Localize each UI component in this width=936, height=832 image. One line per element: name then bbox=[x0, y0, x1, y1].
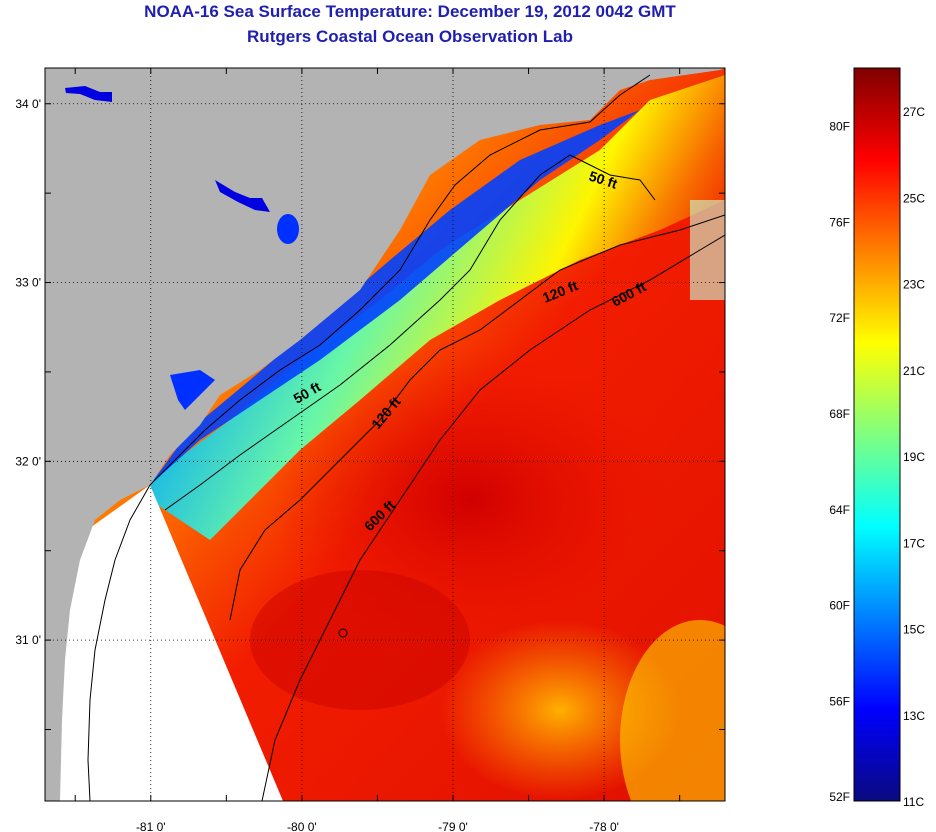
inland-lake-1 bbox=[65, 86, 112, 102]
coastline-south bbox=[87, 484, 151, 801]
celsius-label: 25C bbox=[903, 191, 925, 205]
no-data-area bbox=[45, 485, 283, 801]
contour-120ft bbox=[229, 214, 725, 621]
celsius-label: 19C bbox=[903, 450, 925, 464]
fahrenheit-label: 60F bbox=[829, 599, 850, 613]
lat-tick-label: 33 0' bbox=[15, 276, 41, 290]
celsius-label: 13C bbox=[903, 709, 925, 723]
lon-tick-label: -80 0' bbox=[287, 820, 317, 832]
celsius-label: 11C bbox=[903, 795, 924, 809]
land-mass bbox=[45, 68, 725, 801]
hot-patch-south bbox=[250, 570, 470, 710]
contour-600ft bbox=[261, 234, 725, 801]
cooler-patch-south bbox=[440, 620, 680, 800]
contour-600ft-closed bbox=[338, 628, 348, 638]
celsius-label: 15C bbox=[903, 623, 925, 637]
nearshore-cold-band bbox=[150, 110, 640, 485]
lat-tick-label: 32 0' bbox=[15, 454, 41, 468]
contour-50ft bbox=[164, 154, 656, 511]
fahrenheit-label: 68F bbox=[829, 407, 850, 421]
lat-tick-label: 31 0' bbox=[15, 633, 41, 647]
fahrenheit-label: 64F bbox=[829, 503, 850, 517]
colorbar-fahrenheit-labels: 80F 76F 72F 68F 64F 60F 56F 52F bbox=[829, 119, 850, 804]
lon-tick-label: -81 0' bbox=[136, 820, 166, 832]
coastal-cold-water bbox=[150, 75, 725, 540]
fahrenheit-label: 52F bbox=[829, 790, 850, 804]
yellow-patch-southeast bbox=[620, 620, 725, 801]
map-frame bbox=[44, 67, 726, 802]
inland-lake-2 bbox=[215, 180, 270, 212]
lon-tick-label: -78 0' bbox=[589, 820, 619, 832]
colorbar-celsius-labels: 27C 25C 23C 21C 19C 17C 15C 13C 11C bbox=[903, 105, 925, 809]
fahrenheit-label: 72F bbox=[829, 311, 850, 325]
lat-tick-label: 34 0' bbox=[15, 97, 41, 111]
celsius-label: 23C bbox=[903, 278, 925, 292]
coastline-north bbox=[149, 74, 651, 486]
axis-labels: -81 0' -80 0' -79 0' -78 0' 34 0' 33 0' 32 0' 3… bbox=[15, 97, 619, 832]
lon-tick-label: -79 0' bbox=[438, 820, 468, 832]
fahrenheit-label: 80F bbox=[829, 119, 850, 133]
celsius-label: 21C bbox=[903, 364, 925, 378]
celsius-label: 17C bbox=[903, 536, 925, 550]
chart-subtitle: Rutgers Coastal Ocean Observation Lab bbox=[247, 27, 573, 46]
colorbar-ramp bbox=[853, 67, 901, 802]
chart-title: NOAA-16 Sea Surface Temperature: Decembe… bbox=[144, 2, 676, 21]
axis-ticks bbox=[45, 68, 725, 801]
graticule bbox=[45, 68, 725, 801]
fahrenheit-label: 56F bbox=[829, 694, 850, 708]
sound-1 bbox=[170, 370, 215, 410]
inland-lake-3 bbox=[277, 214, 299, 244]
celsius-label: 27C bbox=[903, 105, 925, 119]
warm-core bbox=[270, 350, 670, 650]
fahrenheit-label: 76F bbox=[829, 215, 850, 229]
